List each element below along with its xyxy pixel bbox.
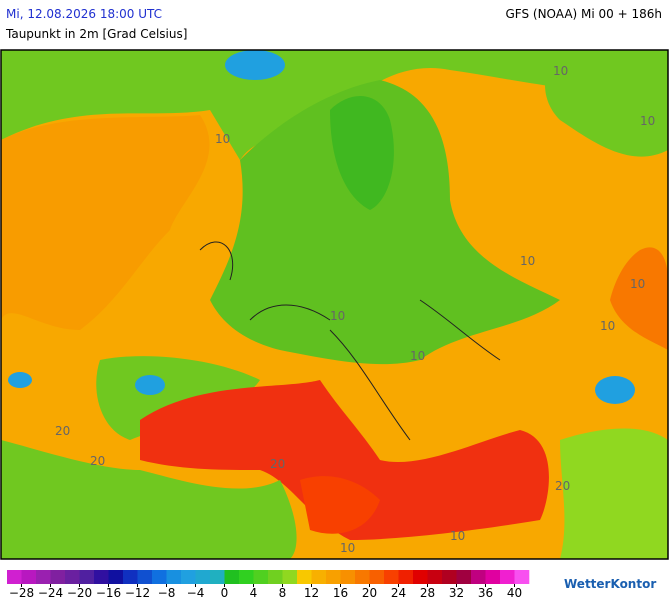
color-swatch [79, 570, 95, 584]
color-swatch [137, 570, 153, 584]
tick-label: 4 [250, 586, 258, 600]
contour-label: 10 [600, 319, 615, 333]
color-swatch [224, 570, 240, 584]
color-swatch [311, 570, 327, 584]
contour-label: 10 [640, 114, 655, 128]
color-swatch [514, 570, 530, 584]
color-swatch [123, 570, 138, 584]
color-swatch [36, 570, 51, 584]
color-swatch [282, 570, 298, 584]
color-swatch [166, 570, 182, 584]
color-swatch [65, 570, 80, 584]
color-swatch [195, 570, 211, 584]
color-swatch [456, 570, 472, 584]
tick-label: −28 [9, 586, 34, 600]
contour-label: 10 [520, 254, 535, 268]
tick-label: −12 [125, 586, 150, 600]
tick-label: 20 [362, 586, 377, 600]
tick-label: 36 [478, 586, 493, 600]
contour-label: 10 [630, 277, 645, 291]
map [0, 49, 669, 560]
tick-label: 8 [279, 586, 287, 600]
map-labels: 10 10 10 10 10 10 10 10 20 20 20 20 10 10 [55, 64, 655, 555]
tick-label: 24 [391, 586, 406, 600]
parameter: Taupunkt in 2m [Grad Celsius] [5, 27, 187, 41]
color-swatch [369, 570, 385, 584]
color-swatch [152, 570, 167, 584]
logo: WetterKontor [564, 577, 656, 591]
contour-label: 20 [90, 454, 105, 468]
tick-label: 40 [507, 586, 522, 600]
tick-label: 0 [221, 586, 229, 600]
tick-label: −4 [187, 586, 205, 600]
color-swatch [253, 570, 269, 584]
tick-label: −20 [67, 586, 92, 600]
color-swatch [427, 570, 443, 584]
color-swatch [239, 570, 254, 584]
tick-label: 16 [333, 586, 348, 600]
tick-label: −8 [158, 586, 176, 600]
color-swatch [340, 570, 356, 584]
contour-label: 20 [55, 424, 70, 438]
tick-label: 32 [449, 586, 464, 600]
contour-label: 10 [340, 541, 355, 555]
color-swatch [398, 570, 414, 584]
tick-label: 28 [420, 586, 435, 600]
color-swatch [94, 570, 109, 584]
color-swatch [413, 570, 428, 584]
contour-label: 10 [330, 309, 345, 323]
color-swatch [7, 570, 22, 584]
color-swatch [297, 570, 312, 584]
color-swatch [471, 570, 486, 584]
color-swatch [384, 570, 399, 584]
contour-label: 20 [270, 457, 285, 471]
color-swatch [326, 570, 341, 584]
color-swatch [355, 570, 370, 584]
contour-label: 20 [555, 479, 570, 493]
color-swatch [108, 570, 124, 584]
color-swatch [268, 570, 283, 584]
color-swatch [181, 570, 196, 584]
color-swatch [21, 570, 37, 584]
color-swatch [50, 570, 66, 584]
tick-label: −24 [38, 586, 63, 600]
color-swatch [442, 570, 457, 584]
colorbar: −28 −24 −20 −16 −12 −8 −4 0 4 8 12 16 20 24 28 32 36 40 [7, 570, 530, 600]
contour-label: 10 [215, 132, 230, 146]
model: GFS (NOAA) Mi 00 + 186h [505, 7, 662, 21]
date: Mi, 12.08.2026 18:00 UTC [6, 7, 162, 21]
tick-label: 12 [304, 586, 319, 600]
tick-label: −16 [96, 586, 121, 600]
color-swatch [485, 570, 501, 584]
color-swatch [210, 570, 225, 584]
contour-label: 10 [553, 64, 568, 78]
contour-label: 10 [410, 349, 425, 363]
contour-label: 10 [450, 529, 465, 543]
color-swatch [500, 570, 515, 584]
